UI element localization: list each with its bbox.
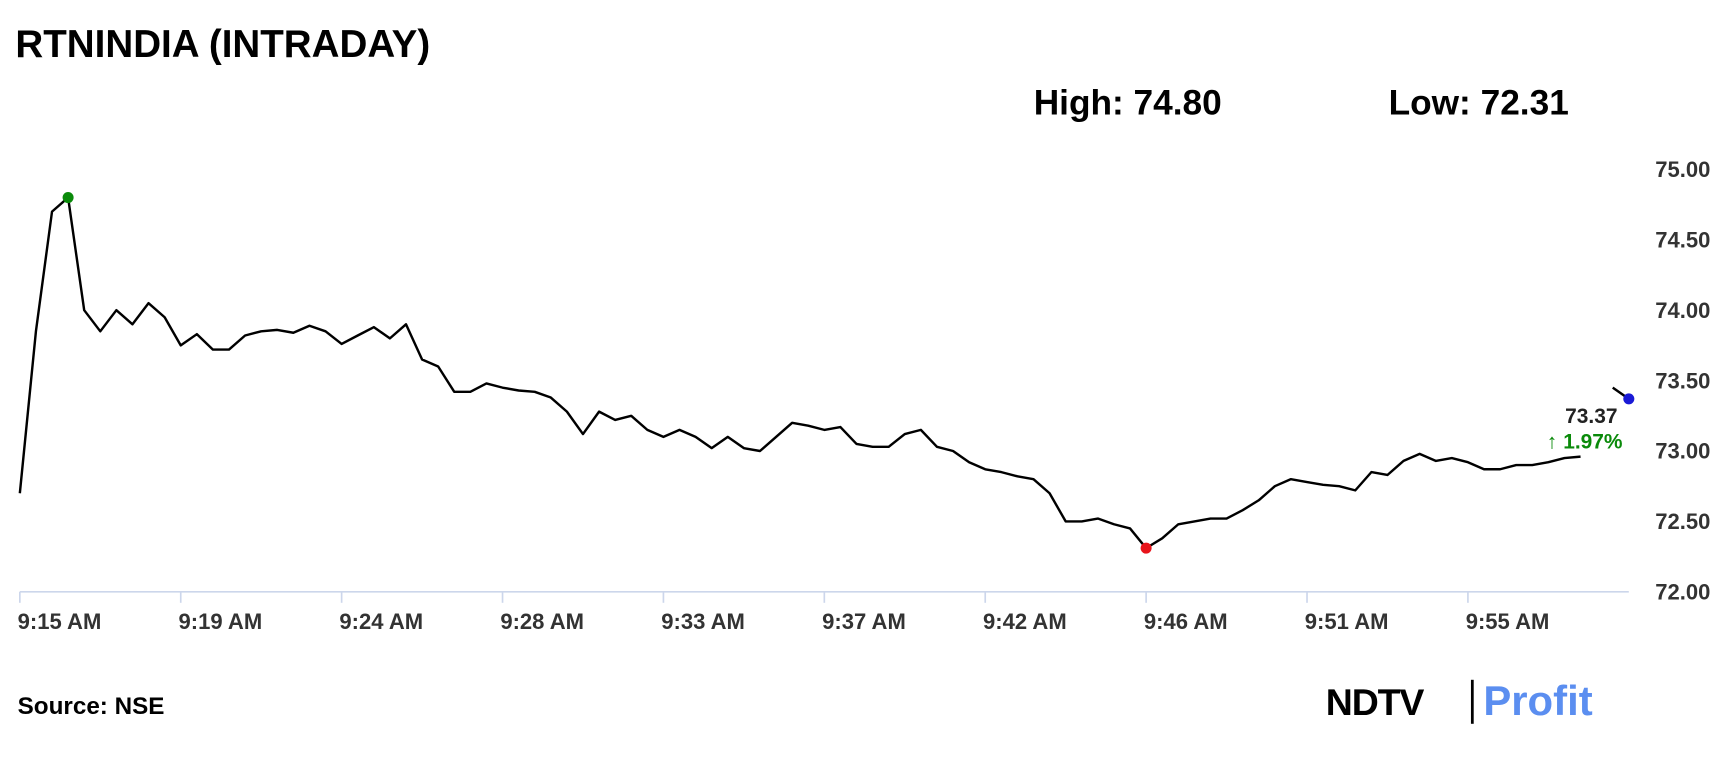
chart-title: RTNINDIA (INTRADAY) — [15, 23, 430, 66]
x-tick-label: 9:33 AM — [661, 609, 745, 634]
x-tick-label: 9:55 AM — [1466, 609, 1550, 634]
y-tick-label: 73.50 — [1655, 368, 1710, 393]
source: Source: NSE — [18, 693, 165, 720]
y-tick-label: 74.50 — [1655, 228, 1710, 253]
low-text: Low: 72.31 — [1389, 83, 1569, 122]
change-label: ↑ 1.97% — [1547, 430, 1623, 453]
brand-right: Profit — [1483, 677, 1592, 724]
x-tick-label: 9:46 AM — [1144, 609, 1228, 634]
plot: 72.00 72.50 73.00 73.50 74.00 74.50 75.00 9:15 … — [18, 157, 1711, 634]
x-tick-label: 9:37 AM — [822, 609, 906, 634]
high-text: High: 74.80 — [1034, 83, 1222, 122]
x-tick-label: 9:24 AM — [339, 609, 423, 634]
y-tick-label: 75.00 — [1655, 157, 1710, 182]
high-marker — [62, 192, 74, 204]
last-label: 73.37 — [1565, 405, 1617, 428]
price-line — [18, 196, 1630, 550]
y-tick-label: 72.00 — [1655, 580, 1710, 605]
x-tick-label: 9:28 AM — [500, 609, 584, 634]
x-tick-label: 9:42 AM — [983, 609, 1067, 634]
x-tick-label: 9:51 AM — [1305, 609, 1389, 634]
brand-left: NDTV — [1326, 681, 1425, 723]
x-tick-label: 9:15 AM — [18, 609, 102, 634]
y-tick-label: 72.50 — [1655, 509, 1710, 534]
x-tick-label: 9:19 AM — [179, 609, 263, 634]
y-tick-label: 73.00 — [1655, 439, 1710, 464]
last-marker — [1623, 393, 1635, 405]
low-marker — [1140, 542, 1152, 554]
y-tick-label: 74.00 — [1655, 298, 1710, 323]
